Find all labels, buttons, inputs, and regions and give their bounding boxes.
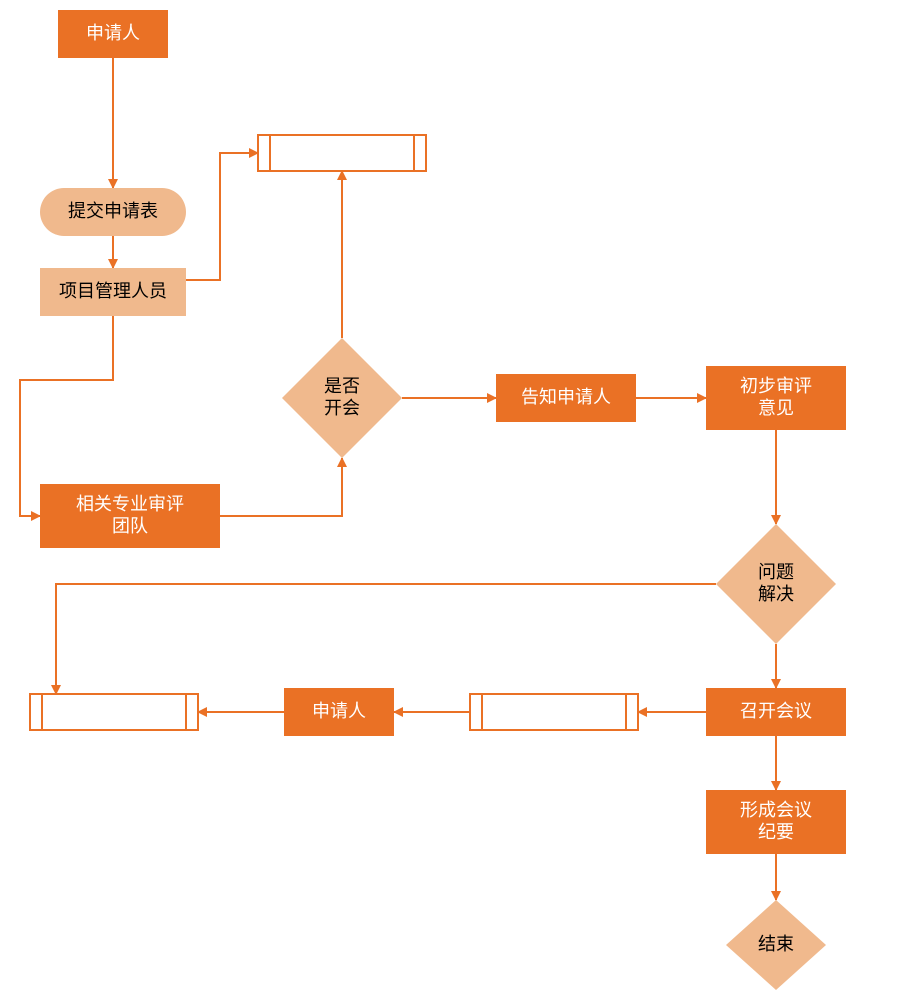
node-label-applicant_mid: 申请人 xyxy=(312,701,366,721)
node-label-pm_staff: 项目管理人员 xyxy=(59,281,167,301)
edge-2 xyxy=(186,153,258,280)
node-end: 结束 xyxy=(726,900,826,990)
node-submit_form: 提交申请表 xyxy=(40,188,186,236)
node-label-submit_form: 提交申请表 xyxy=(68,201,158,221)
node-label-hold_meeting: 召开会议 xyxy=(740,701,812,721)
nodes-group: 申请人提交申请表项目管理人员相关专业审评团队是否开会告知申请人初步审评意见问题解… xyxy=(30,10,846,990)
node-label-end: 结束 xyxy=(758,934,794,954)
node-sub_top xyxy=(258,135,426,171)
node-label-inform: 告知申请人 xyxy=(521,387,611,407)
node-label-meeting_q: 是否开会 xyxy=(324,376,360,418)
node-label-problem_q: 问题解决 xyxy=(758,562,794,604)
edges-group xyxy=(20,58,776,900)
node-prelim: 初步审评意见 xyxy=(706,366,846,430)
node-pm_staff: 项目管理人员 xyxy=(40,268,186,316)
edge-9 xyxy=(56,584,716,694)
flowchart-canvas: 申请人提交申请表项目管理人员相关专业审评团队是否开会告知申请人初步审评意见问题解… xyxy=(0,0,923,1000)
node-applicant_top: 申请人 xyxy=(58,10,168,58)
node-applicant_mid: 申请人 xyxy=(284,688,394,736)
node-label-applicant_top: 申请人 xyxy=(86,23,140,43)
node-review_team: 相关专业审评团队 xyxy=(40,484,220,548)
edge-4 xyxy=(220,458,342,516)
node-minutes: 形成会议纪要 xyxy=(706,790,846,854)
node-problem_q: 问题解决 xyxy=(716,524,836,644)
node-meeting_q: 是否开会 xyxy=(282,338,402,458)
node-sub_left xyxy=(30,694,198,730)
node-hold_meeting: 召开会议 xyxy=(706,688,846,736)
node-sub_mid xyxy=(470,694,638,730)
node-inform: 告知申请人 xyxy=(496,374,636,422)
